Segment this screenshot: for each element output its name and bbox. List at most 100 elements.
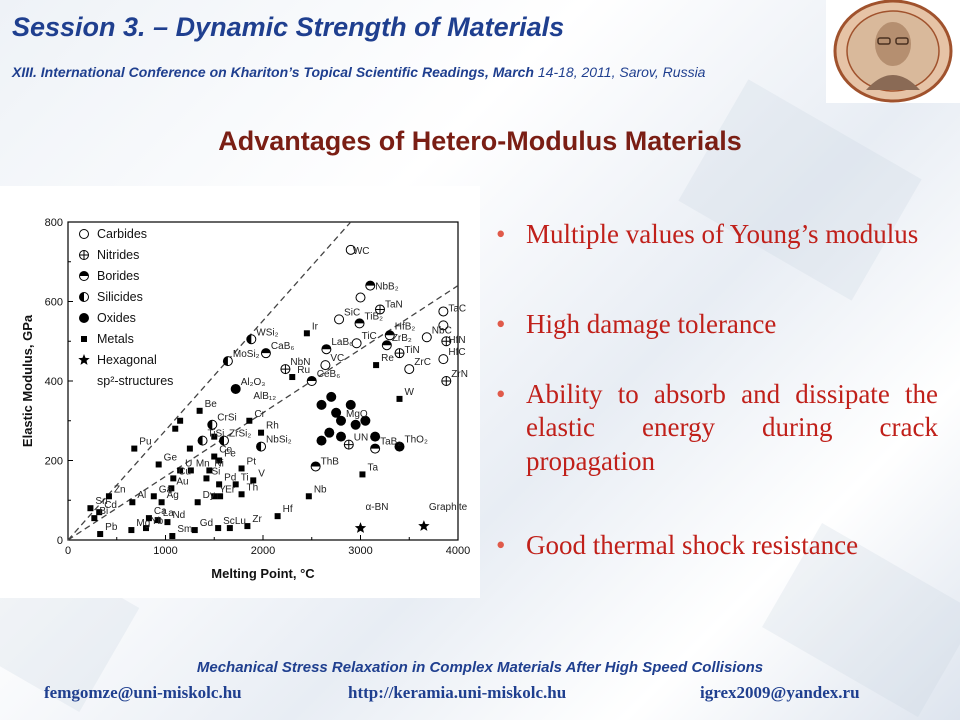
carbide-point [334,314,345,325]
boride-point-half [355,318,365,324]
compound-label: LaB₆ [331,337,353,348]
email-link-2[interactable]: igrex2009@yandex.ru [700,683,860,702]
legend-entry: Oxides [97,311,136,325]
oxide-point [336,415,346,426]
oxide-point [345,399,356,410]
boride-point [306,376,317,386]
bullet-text: High damage tolerance [526,308,777,339]
metal-point [150,493,157,500]
oxide-point [316,399,327,410]
nitride-point [375,304,385,315]
compound-label: Ge [164,452,178,463]
compound-label: TiB₂ [365,311,384,322]
nitride-point-cross [441,336,451,346]
oxide-point [316,435,327,446]
session-title: Session 3. – Dynamic Strength of Materia… [12,12,565,42]
compound-label: U [185,458,192,469]
carbide-point [355,292,366,303]
compound-label: Bi [99,506,108,517]
compound-label: Dy [203,490,215,501]
metal-point [305,493,312,500]
hexagonal-point [78,354,90,365]
metal-point [187,467,194,474]
compound-label: Ti [241,472,249,483]
boride-point [384,330,395,341]
metal-point [164,519,171,526]
metal-point [87,505,94,512]
nitride-point-cross [79,250,89,260]
compound-label: Re [381,353,394,364]
metal-point [359,471,366,478]
legend-entry: Metals [97,332,134,346]
compound-label: NbB₂ [375,282,398,293]
compound-label: Ca [154,506,167,517]
compound-label: α-BN [366,502,389,513]
compound-label: Be [205,399,218,410]
legend-entry: sp²-structures [97,374,173,388]
compound-label: ThO₂ [405,435,428,446]
compound-label: Hf [283,504,293,515]
silicide-point [197,435,208,446]
nitride-point-cross [441,376,451,386]
compound-label: Sc [223,516,235,527]
compound-label: Ta [367,462,378,473]
bullet-glyph: • [496,378,506,409]
metal-point [128,527,135,534]
compound-label: Al [137,490,146,501]
metal-point [246,417,253,424]
metal-point [215,525,222,532]
nitride-point [441,336,452,347]
silicide-point-half [246,334,252,344]
compound-label: Ag [167,490,179,501]
metal-point [226,525,233,532]
metal-point [186,445,193,452]
silicide-point-half [256,442,262,452]
compound-label: TaB₂ [380,437,401,448]
slide-heading: Advantages of Hetero-Modulus Materials [218,126,742,156]
compound-label: Nd [172,510,185,521]
compound-label: Y [219,484,226,495]
oxide-point [331,407,342,418]
metal-point [81,336,87,342]
metal-point [158,499,165,506]
legend-entry: Borides [97,269,139,283]
compound-label: Co [219,445,232,456]
advantages-list: • Multiple values of Young’s modulus • Hig… [490,218,938,563]
boride-point-half [261,348,271,354]
boride-point-half [382,340,392,346]
compound-label: TiN [405,345,420,356]
bullet-glyph: • [496,529,506,560]
bullet-glyph: • [496,308,506,339]
metal-point [232,481,239,488]
metal-point [238,491,245,498]
compound-label: Gd [200,518,213,529]
boride-point [321,344,332,355]
silicide-point-half [223,356,228,366]
silicide-point [79,292,89,302]
website-link[interactable]: http://keramia.uni-miskolc.hu [348,683,567,702]
compound-label: Mn [196,458,210,469]
oxide-point [324,427,335,438]
compound-label: ZrC [414,357,431,368]
compound-label: ZrSi₂ [229,429,251,440]
carbide-point [438,306,449,317]
oxide-point [79,313,89,323]
metal-point [211,493,218,500]
compound-label: Ru [297,365,310,376]
compound-label: HfN [448,335,465,346]
conference-name: XIII. International Conference on Kharit… [12,64,534,80]
silicide-point [246,334,257,345]
boride-point-half [385,330,395,336]
compound-label: Pb [105,522,118,533]
bullet-text: Good thermal shock resistance [526,529,859,560]
metal-point [244,523,251,530]
bullet-item: • Good thermal shock resistance [490,529,938,563]
email-link-1[interactable]: femgomze@uni-miskolc.hu [44,683,242,702]
metal-point [274,513,281,520]
silicide-point-half [198,436,203,446]
oxide-point [350,419,361,430]
silicide-point-half [79,292,84,302]
bullet-glyph: • [496,219,506,249]
silicide-point-half [219,436,224,446]
silicide-point [219,435,229,446]
